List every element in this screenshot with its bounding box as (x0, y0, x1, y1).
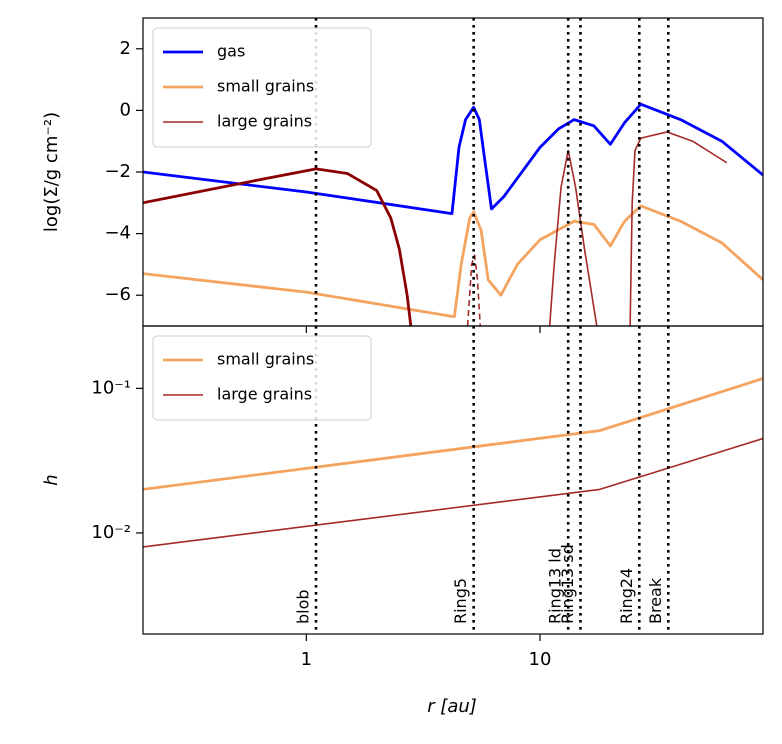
vline-label: blob (294, 589, 313, 624)
vline-label: Break (646, 577, 665, 624)
series-line (143, 167, 413, 326)
y-tick-label: 10⁻² (91, 522, 131, 543)
legend-label: gas (217, 42, 245, 61)
series-line (143, 102, 763, 215)
vline-label: Ring13 ld (546, 548, 565, 624)
vline-label: Ring5 (451, 578, 470, 624)
y-axis-label: h (41, 474, 62, 485)
legend-box (152, 27, 372, 148)
x-tick-label: 10 (529, 649, 552, 670)
axes-frame (142, 325, 764, 635)
x-axis-label: r [au] (427, 696, 477, 717)
legend-label: small grains (217, 350, 314, 369)
x-tick-label: 1 (301, 649, 312, 670)
vline-label: Ring13 sd (558, 544, 577, 624)
vline-label: Ring24 (617, 568, 636, 624)
series-line (466, 254, 482, 326)
y-tick-label: −6 (104, 284, 131, 305)
y-tick-label: 0 (120, 99, 131, 120)
series-line (143, 437, 763, 548)
y-axis-label: log(Σ/g cm⁻²) (41, 112, 62, 232)
legend-label: large grains (217, 385, 312, 404)
series-line (143, 204, 763, 319)
y-tick-label: −4 (104, 223, 131, 244)
y-tick-label: 10⁻¹ (91, 377, 131, 398)
legend-label: large grains (217, 112, 312, 131)
legend-label: small grains (217, 77, 314, 96)
series-line (143, 377, 763, 491)
y-tick-label: 2 (120, 38, 131, 59)
series-line (548, 131, 728, 326)
legend-box (152, 335, 372, 421)
y-tick-label: −2 (104, 161, 131, 182)
